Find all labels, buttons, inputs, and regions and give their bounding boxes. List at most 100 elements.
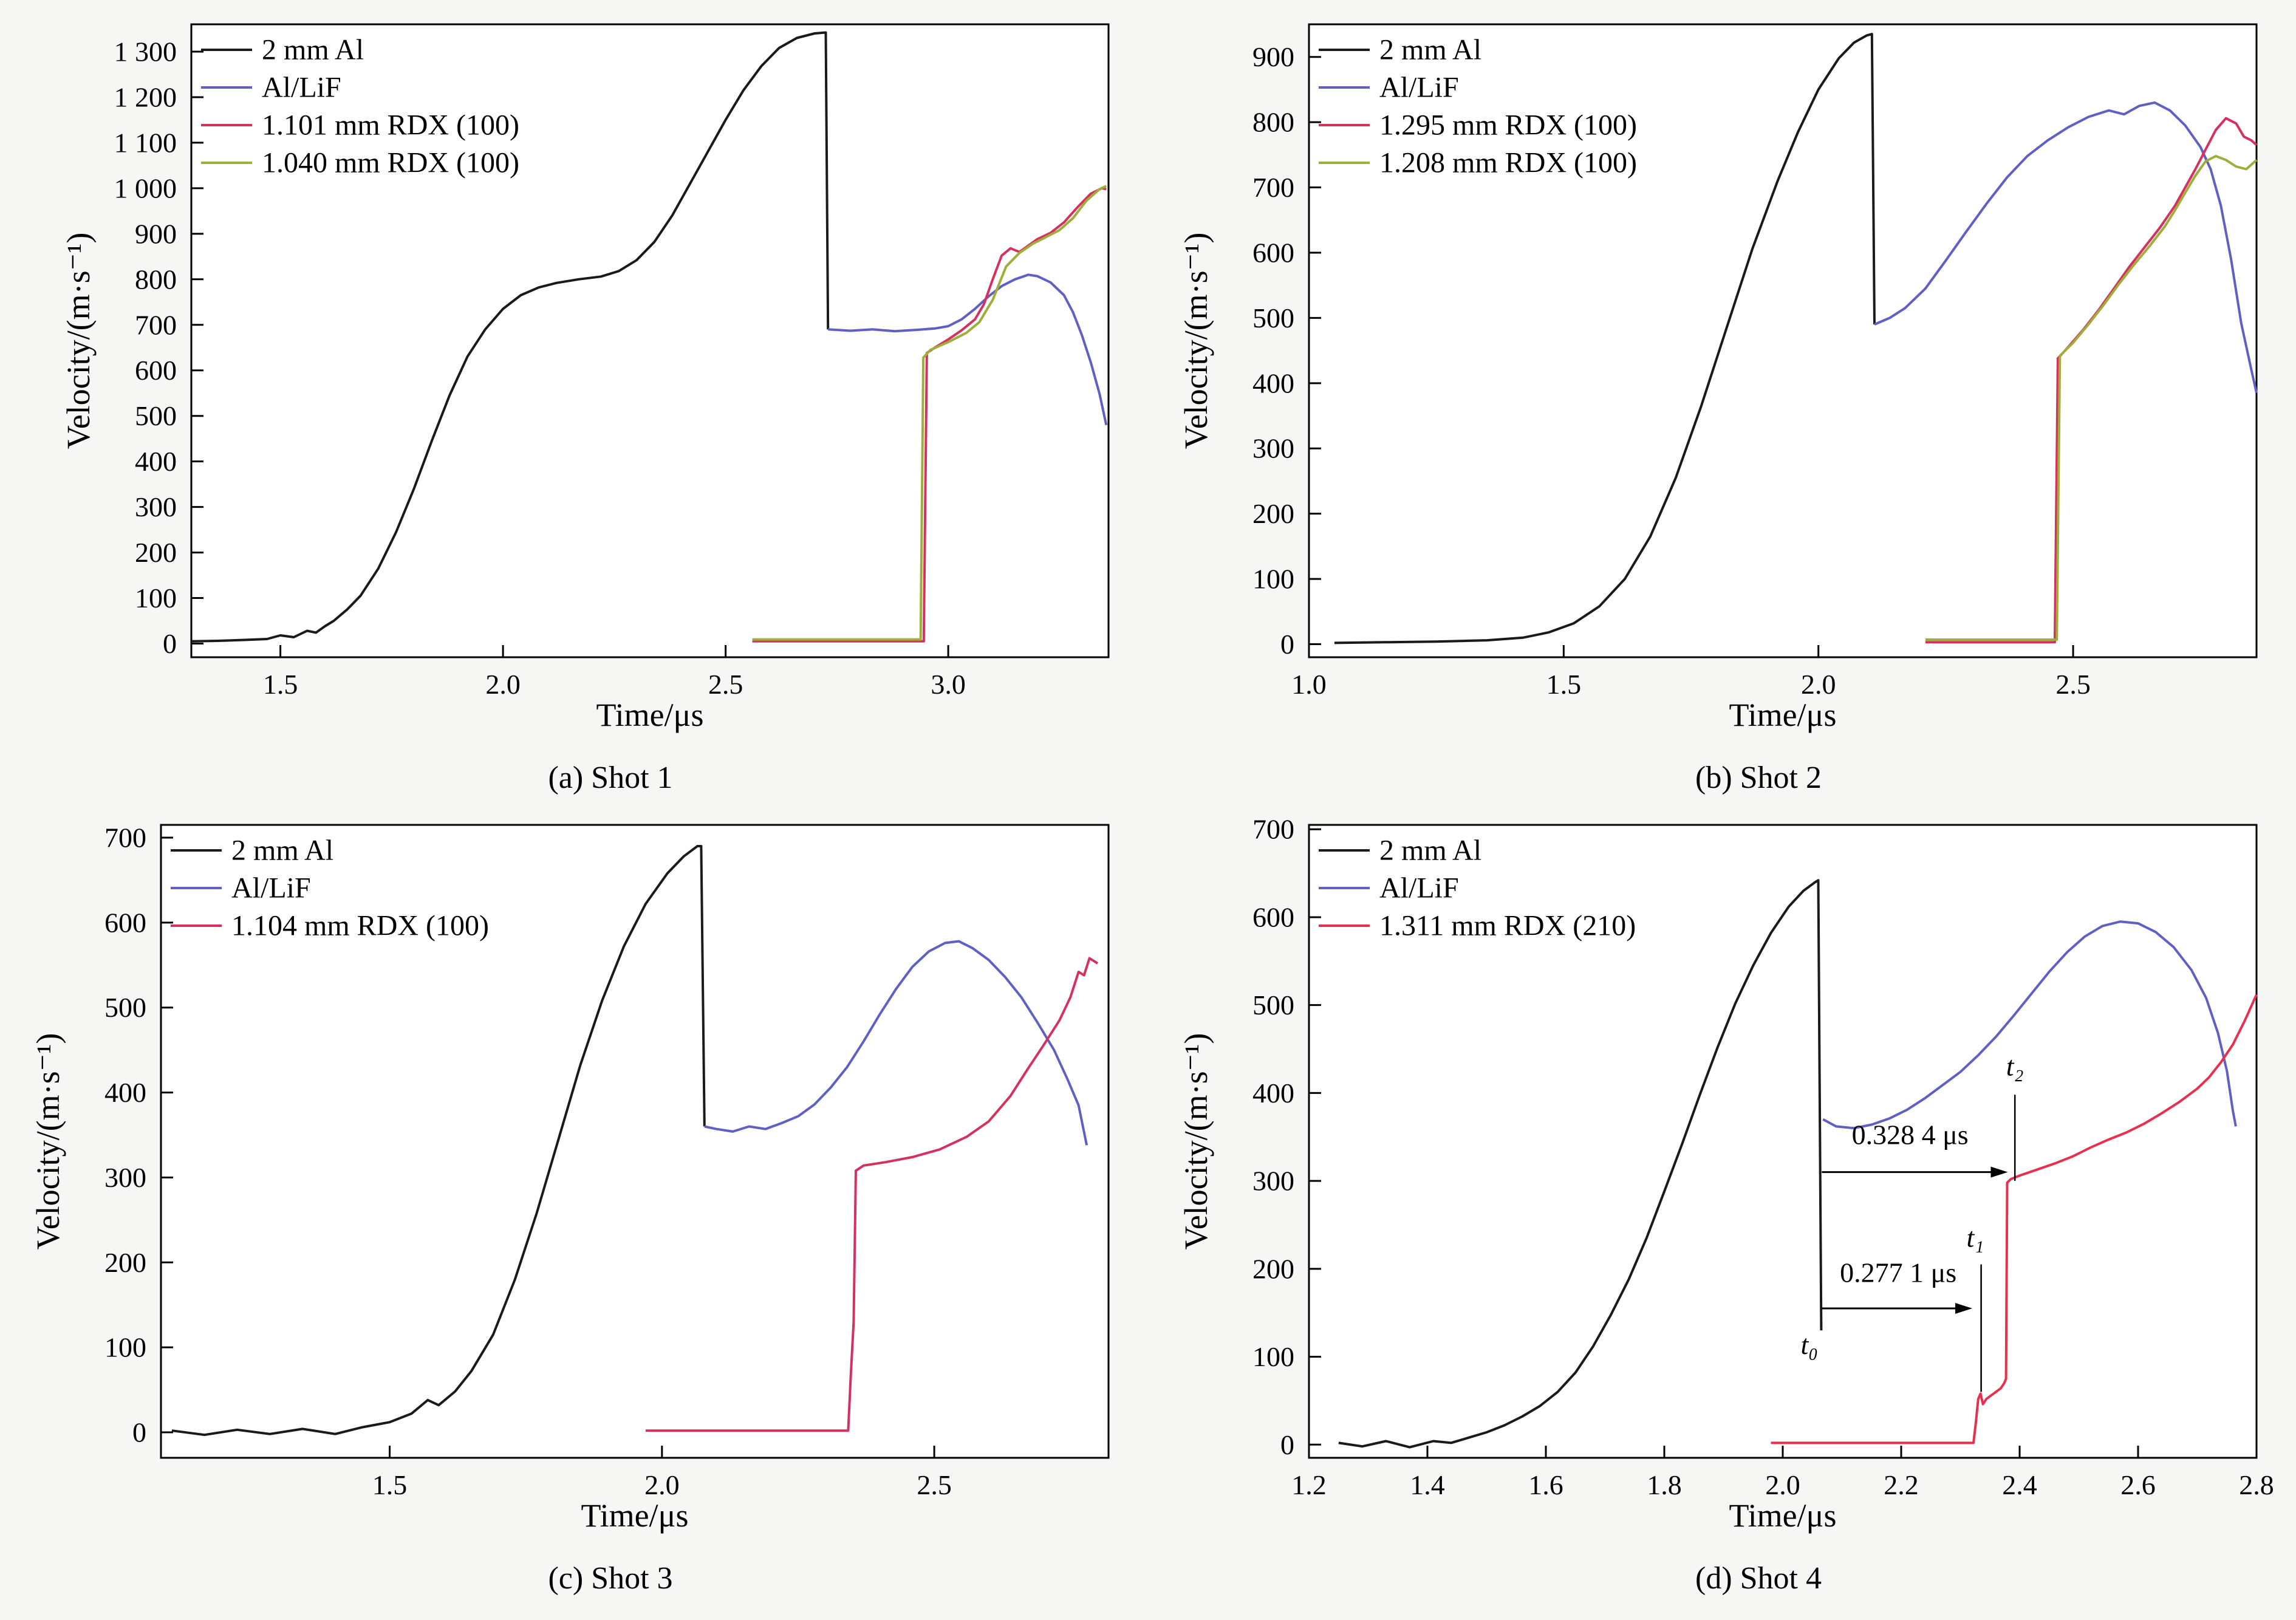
svg-text:1.5: 1.5 [263,669,298,700]
chart-panel-c: 1.5 2.0 2.5 0 100 200 300 400 500 600 700 2 mm Al Al… [18,808,1130,1596]
chart-b-caption: (b) Shot 2 [1695,760,1822,795]
svg-text:2.5: 2.5 [917,1469,952,1500]
svg-text:2 mm Al: 2 mm Al [1379,34,1481,66]
svg-text:Velocity/(m·s⁻¹): Velocity/(m·s⁻¹) [60,233,97,449]
svg-text:300: 300 [135,491,177,522]
svg-text:2.0: 2.0 [485,669,521,700]
svg-text:100: 100 [135,583,177,613]
svg-text:Time/μs: Time/μs [1729,697,1836,733]
svg-text:1.104 mm RDX (100): 1.104 mm RDX (100) [231,910,489,942]
svg-text:Velocity/(m·s⁻¹): Velocity/(m·s⁻¹) [30,1033,66,1250]
svg-text:500: 500 [1252,989,1294,1020]
svg-text:800: 800 [135,264,177,295]
svg-text:0: 0 [163,628,177,659]
chart-d-canvas: 1.2 1.4 1.6 1.8 2.0 2.2 2.4 2.6 2.8 0 100 200 300 400… [1178,814,2274,1534]
svg-text:1.5: 1.5 [1546,669,1582,700]
chart-c-canvas: 1.5 2.0 2.5 0 100 200 300 400 500 600 700 2 mm Al Al… [30,822,1110,1534]
svg-text:1.311 mm RDX (210): 1.311 mm RDX (210) [1379,910,1636,942]
svg-text:2.6: 2.6 [2120,1469,2156,1500]
svg-text:100: 100 [1252,564,1294,595]
svg-text:1.040 mm RDX (100): 1.040 mm RDX (100) [262,147,519,179]
svg-text:600: 600 [1252,237,1294,268]
svg-text:0.328 4 μs: 0.328 4 μs [1852,1119,1969,1150]
svg-text:2.2: 2.2 [1884,1469,1919,1500]
chart-a-canvas: 1.5 2.0 2.5 3.0 0 100 200 300 400 500 600 700 800 900… [60,23,1110,733]
svg-text:1 300: 1 300 [114,36,177,67]
svg-text:200: 200 [1252,1253,1294,1284]
svg-text:1.2: 1.2 [1291,1469,1327,1500]
svg-text:700: 700 [1252,172,1294,203]
svg-text:600: 600 [135,355,177,386]
svg-text:300: 300 [104,1162,146,1193]
svg-text:2.0: 2.0 [644,1469,680,1500]
svg-text:0.277 1 μs: 0.277 1 μs [1840,1257,1956,1288]
svg-text:Time/μs: Time/μs [581,1497,688,1534]
svg-text:1.295 mm RDX (100): 1.295 mm RDX (100) [1379,109,1637,142]
svg-text:t₁: t₁ [1966,1222,1984,1253]
svg-text:100: 100 [1252,1341,1294,1372]
svg-text:700: 700 [1252,814,1294,845]
svg-text:2 mm Al: 2 mm Al [1379,835,1481,867]
chart-a-caption: (a) Shot 1 [548,760,673,795]
svg-text:0: 0 [132,1417,146,1448]
svg-text:800: 800 [1252,107,1294,138]
svg-text:500: 500 [135,400,177,431]
svg-text:Velocity/(m·s⁻¹): Velocity/(m·s⁻¹) [1178,1033,1214,1250]
svg-text:Al/LiF: Al/LiF [262,72,341,104]
svg-text:900: 900 [1252,41,1294,72]
svg-text:900: 900 [135,218,177,249]
svg-text:Al/LiF: Al/LiF [231,872,311,904]
svg-text:0: 0 [1280,1429,1294,1460]
svg-text:100: 100 [104,1332,146,1363]
svg-text:300: 300 [1252,1166,1294,1197]
svg-text:1.6: 1.6 [1528,1469,1563,1500]
svg-text:400: 400 [104,1077,146,1108]
svg-text:600: 600 [104,907,146,938]
svg-text:2.0: 2.0 [1801,669,1836,700]
svg-text:600: 600 [1252,901,1294,932]
svg-text:700: 700 [135,309,177,340]
chart-panel-d: 1.2 1.4 1.6 1.8 2.0 2.2 2.4 2.6 2.8 0 100 200 300 400… [1166,808,2278,1596]
svg-text:1.4: 1.4 [1410,1469,1445,1500]
chart-panel-a: 1.5 2.0 2.5 3.0 0 100 200 300 400 500 600 700 800 900… [18,7,1130,796]
svg-text:1.8: 1.8 [1647,1469,1682,1500]
svg-text:Al/LiF: Al/LiF [1379,872,1459,904]
svg-text:Time/μs: Time/μs [596,697,703,733]
svg-text:t₂: t₂ [2006,1050,2024,1081]
svg-text:200: 200 [135,537,177,568]
chart-c-caption: (c) Shot 3 [548,1561,673,1596]
svg-text:1.101 mm RDX (100): 1.101 mm RDX (100) [262,109,519,142]
svg-text:Velocity/(m·s⁻¹): Velocity/(m·s⁻¹) [1178,233,1214,449]
svg-text:1 000: 1 000 [114,173,177,203]
svg-text:2.4: 2.4 [2002,1469,2037,1500]
svg-text:1.208 mm RDX (100): 1.208 mm RDX (100) [1379,147,1637,179]
svg-text:2.5: 2.5 [2055,669,2091,700]
svg-text:Al/LiF: Al/LiF [1379,72,1459,104]
svg-text:1 200: 1 200 [114,81,177,112]
svg-text:2.5: 2.5 [708,669,743,700]
svg-text:400: 400 [135,446,177,477]
svg-text:1.0: 1.0 [1291,669,1327,700]
svg-text:1.5: 1.5 [372,1469,408,1500]
chart-panel-b: 1.0 1.5 2.0 2.5 0 100 200 300 400 500 600 700 800 900… [1166,7,2278,796]
chart-d-caption: (d) Shot 4 [1695,1561,1822,1596]
svg-text:200: 200 [104,1247,146,1278]
svg-text:2 mm Al: 2 mm Al [231,835,333,867]
svg-text:300: 300 [1252,433,1294,464]
svg-text:2.0: 2.0 [1765,1469,1800,1500]
svg-text:3.0: 3.0 [931,669,966,700]
svg-text:1 100: 1 100 [114,127,177,158]
svg-text:Time/μs: Time/μs [1729,1497,1836,1534]
chart-b-canvas: 1.0 1.5 2.0 2.5 0 100 200 300 400 500 600 700 800 900… [1178,23,2258,733]
svg-text:400: 400 [1252,1078,1294,1109]
svg-text:400: 400 [1252,367,1294,398]
svg-text:2.8: 2.8 [2239,1469,2274,1500]
svg-text:0: 0 [1280,629,1294,660]
svg-text:500: 500 [1252,302,1294,333]
svg-text:2 mm Al: 2 mm Al [262,34,364,66]
svg-text:700: 700 [104,822,146,853]
svg-text:200: 200 [1252,498,1294,529]
svg-text:t₀: t₀ [1800,1329,1818,1360]
svg-text:500: 500 [104,992,146,1023]
